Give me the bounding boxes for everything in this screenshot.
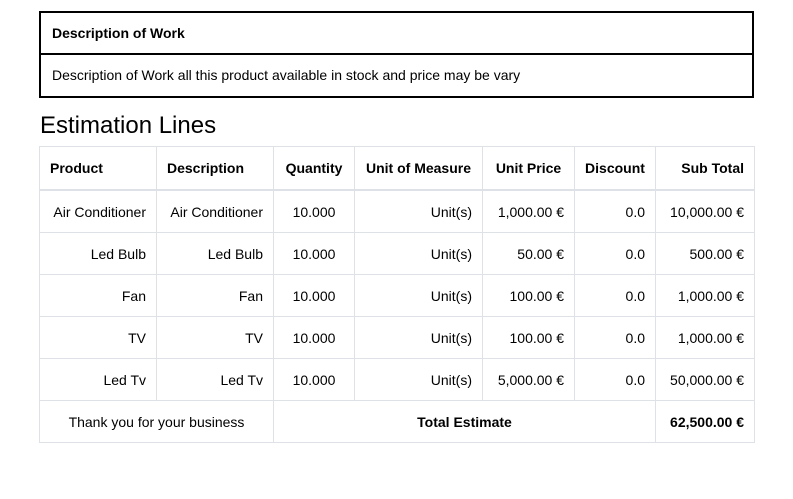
- cell-quantity: 10.000: [273, 358, 355, 401]
- cell-product: Led Tv: [39, 358, 157, 401]
- col-quantity: Quantity: [273, 146, 355, 191]
- cell-description: Led Tv: [156, 358, 274, 401]
- cell-uom: Unit(s): [354, 274, 483, 317]
- cell-discount: 0.0: [574, 274, 656, 317]
- table-row: TV TV 10.000 Unit(s) 100.00 € 0.0 1,000.…: [39, 316, 755, 359]
- cell-quantity: 10.000: [273, 274, 355, 317]
- col-description: Description: [156, 146, 274, 191]
- total-estimate-label: Total Estimate: [273, 400, 656, 443]
- thank-you-note: Thank you for your business: [39, 400, 274, 443]
- col-sub-total: Sub Total: [655, 146, 755, 191]
- work-body: Description of Work all this product ava…: [52, 67, 521, 83]
- table-row: Air Conditioner Air Conditioner 10.000 U…: [39, 189, 755, 233]
- cell-quantity: 10.000: [273, 189, 355, 233]
- col-unit-price: Unit Price: [482, 146, 575, 191]
- cell-subtotal: 500.00 €: [655, 232, 755, 275]
- table-header-row: Product Description Quantity Unit of Mea…: [39, 146, 755, 191]
- cell-description: TV: [156, 316, 274, 359]
- cell-unit-price: 1,000.00 €: [482, 189, 575, 233]
- cell-product: Fan: [39, 274, 157, 317]
- cell-product: TV: [39, 316, 157, 359]
- col-discount: Discount: [574, 146, 656, 191]
- cell-description: Air Conditioner: [156, 189, 274, 233]
- cell-uom: Unit(s): [354, 189, 483, 233]
- cell-unit-price: 100.00 €: [482, 316, 575, 359]
- table-footer-row: Thank you for your business Total Estima…: [39, 400, 755, 443]
- cell-subtotal: 10,000.00 €: [655, 189, 755, 233]
- cell-description: Fan: [156, 274, 274, 317]
- cell-unit-price: 5,000.00 €: [482, 358, 575, 401]
- cell-uom: Unit(s): [354, 358, 483, 401]
- cell-discount: 0.0: [574, 358, 656, 401]
- table-row: Led Bulb Led Bulb 10.000 Unit(s) 50.00 €…: [39, 232, 755, 275]
- cell-uom: Unit(s): [354, 316, 483, 359]
- total-estimate-value: 62,500.00 €: [655, 400, 755, 443]
- cell-quantity: 10.000: [273, 232, 355, 275]
- cell-quantity: 10.000: [273, 316, 355, 359]
- cell-subtotal: 1,000.00 €: [655, 316, 755, 359]
- cell-discount: 0.0: [574, 232, 656, 275]
- table-row: Fan Fan 10.000 Unit(s) 100.00 € 0.0 1,00…: [39, 274, 755, 317]
- cell-subtotal: 1,000.00 €: [655, 274, 755, 317]
- col-unit-of-measure: Unit of Measure: [354, 146, 483, 191]
- cell-description: Led Bulb: [156, 232, 274, 275]
- cell-discount: 0.0: [574, 189, 656, 233]
- section-title: Estimation Lines: [40, 112, 217, 139]
- table-row: Led Tv Led Tv 10.000 Unit(s) 5,000.00 € …: [39, 358, 755, 401]
- work-header: Description of Work: [41, 13, 752, 55]
- cell-uom: Unit(s): [354, 232, 483, 275]
- cell-unit-price: 100.00 €: [482, 274, 575, 317]
- cell-subtotal: 50,000.00 €: [655, 358, 755, 401]
- description-of-work-box: Description of Work Description of Work …: [39, 11, 754, 98]
- cell-discount: 0.0: [574, 316, 656, 359]
- cell-product: Air Conditioner: [39, 189, 157, 233]
- cell-unit-price: 50.00 €: [482, 232, 575, 275]
- col-product: Product: [39, 146, 157, 191]
- cell-product: Led Bulb: [39, 232, 157, 275]
- estimation-lines-table: Product Description Quantity Unit of Mea…: [39, 146, 755, 443]
